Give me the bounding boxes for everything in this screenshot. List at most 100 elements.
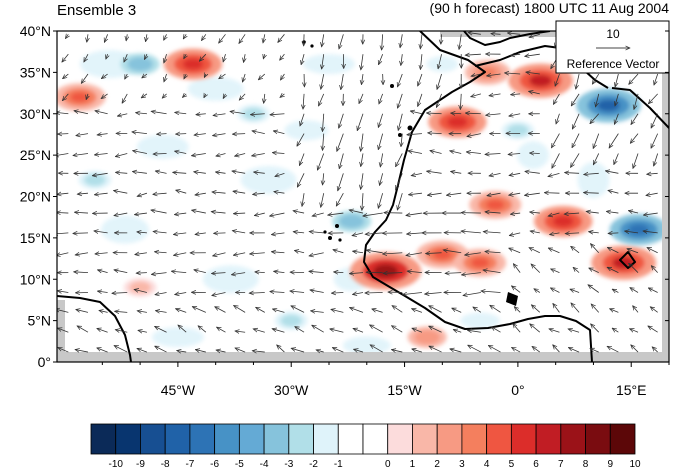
wind-vector [365,233,383,234]
wind-vector [378,193,384,208]
colorbar-swatch [609,423,636,455]
wind-vector [429,346,442,353]
wind-vector [57,328,69,333]
island [398,133,402,137]
wind-vector [74,272,89,273]
shading-patch [202,265,259,294]
wind-vector [194,270,206,274]
wind-vector [114,270,128,274]
wind-vector [461,273,481,275]
wind-vector [272,153,285,154]
wind-vector [232,171,246,173]
colorbar-label: 5 [509,459,515,470]
wind-vector [450,151,462,154]
wind-vector [75,349,89,352]
colorbar-label: -1 [334,459,343,470]
wind-vector [571,246,580,254]
anomaly-contour [553,215,574,227]
wind-vector [531,264,541,273]
wind-vector [647,248,658,254]
wind-vector [321,193,325,207]
wind-vector [215,307,226,313]
wind-vector [564,213,580,214]
wind-vector [136,273,147,274]
map-panel [57,31,669,362]
wind-vector [647,173,658,174]
wind-vector [487,193,501,195]
wind-vector [255,272,265,273]
wind-vector [486,114,501,116]
wind-vector [302,193,304,206]
wind-vector [412,309,423,313]
wind-vector [317,153,325,170]
reference-vector-box: 10 Reference Vector [555,20,670,74]
wind-vector [438,54,442,69]
shading-patch [517,141,549,170]
wind-vector [398,113,403,131]
wind-vector [471,94,481,97]
wind-vector [124,54,127,62]
wind-vector [151,273,167,275]
wind-vector [550,233,560,235]
wind-vector [509,248,521,254]
wind-vector [95,111,108,115]
anomaly-contour [344,217,359,226]
wind-vector [555,73,560,86]
wind-vector [509,173,521,175]
wind-vector [572,113,580,129]
wind-vector [529,248,540,254]
wind-vector [572,133,580,148]
wind-vector [586,211,599,213]
wind-vector [467,133,481,137]
wind-vector [643,213,658,215]
wind-vector [571,153,580,167]
wind-vector [212,292,226,295]
wind-vector [252,131,265,134]
wind-vector [510,213,521,214]
wind-vector [277,345,285,353]
wind-vector [443,250,462,254]
wind-vector [465,253,481,255]
colorbar-label: -7 [185,459,194,470]
wind-vector [256,307,265,313]
wind-vector [219,34,226,43]
wind-vector [571,93,580,106]
wind-vector [132,172,147,174]
wind-vector [565,173,580,174]
wind-vector [339,34,344,49]
wind-vector [138,330,147,332]
reference-vector-value: 10 [606,27,620,41]
wind-vector [548,248,560,254]
colorbar-swatch [585,423,611,455]
wind-vector [253,193,265,194]
wind-vector [606,211,619,213]
wind-vector [361,73,363,85]
positive-anomaly [123,278,157,297]
wind-vector [565,233,580,234]
colorbar-swatch [337,423,364,455]
wind-vector [359,93,364,104]
colorbar-swatch [461,423,488,455]
wind-vector [141,94,148,98]
wind-vector [162,94,166,98]
wind-vector [551,269,560,273]
anomaly-contour [512,127,524,134]
wind-vector [132,132,147,134]
island [338,238,342,242]
wind-vector [250,114,265,115]
wind-vector [451,113,462,114]
shading-patch [187,76,244,101]
wind-vector [271,233,285,235]
wind-vector [331,309,344,313]
wind-vector [437,73,442,89]
wind-vector [609,133,619,148]
wind-vector [112,292,128,293]
wind-vector [58,134,69,135]
wind-vector [194,172,206,174]
wind-vector [426,113,442,114]
wind-vector [164,73,167,82]
colorbar-swatch [288,423,314,455]
wind-vector [363,212,383,216]
wind-vector [271,252,285,253]
wind-vector [511,54,521,55]
